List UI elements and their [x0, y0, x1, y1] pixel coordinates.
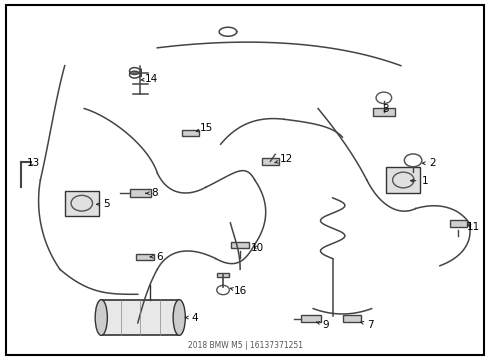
- Bar: [65, 191, 99, 216]
- Bar: [386, 167, 420, 193]
- Text: 14: 14: [141, 74, 158, 84]
- Text: 11: 11: [466, 222, 480, 232]
- Bar: [136, 253, 154, 260]
- Text: 15: 15: [196, 123, 214, 133]
- Bar: [101, 300, 179, 336]
- Bar: [373, 108, 394, 116]
- Text: 1: 1: [411, 176, 428, 186]
- Text: 2018 BMW M5 | 16137371251: 2018 BMW M5 | 16137371251: [188, 341, 302, 350]
- Text: 12: 12: [274, 154, 294, 164]
- Bar: [343, 315, 361, 322]
- Text: 10: 10: [251, 243, 264, 253]
- Bar: [450, 220, 467, 227]
- Bar: [231, 242, 249, 248]
- Text: 3: 3: [382, 104, 389, 113]
- Text: 5: 5: [97, 199, 109, 209]
- Bar: [262, 158, 279, 165]
- Text: 4: 4: [185, 312, 198, 323]
- Bar: [182, 130, 199, 136]
- Text: 16: 16: [230, 287, 247, 296]
- Text: 9: 9: [317, 320, 329, 330]
- Bar: [129, 189, 151, 197]
- Ellipse shape: [95, 300, 107, 336]
- Text: 2: 2: [422, 158, 436, 168]
- Text: 13: 13: [27, 158, 40, 168]
- Ellipse shape: [173, 300, 185, 336]
- Text: 7: 7: [361, 320, 373, 330]
- Bar: [301, 315, 320, 322]
- Text: 6: 6: [150, 252, 163, 262]
- Bar: [217, 273, 229, 277]
- Text: 8: 8: [146, 188, 158, 198]
